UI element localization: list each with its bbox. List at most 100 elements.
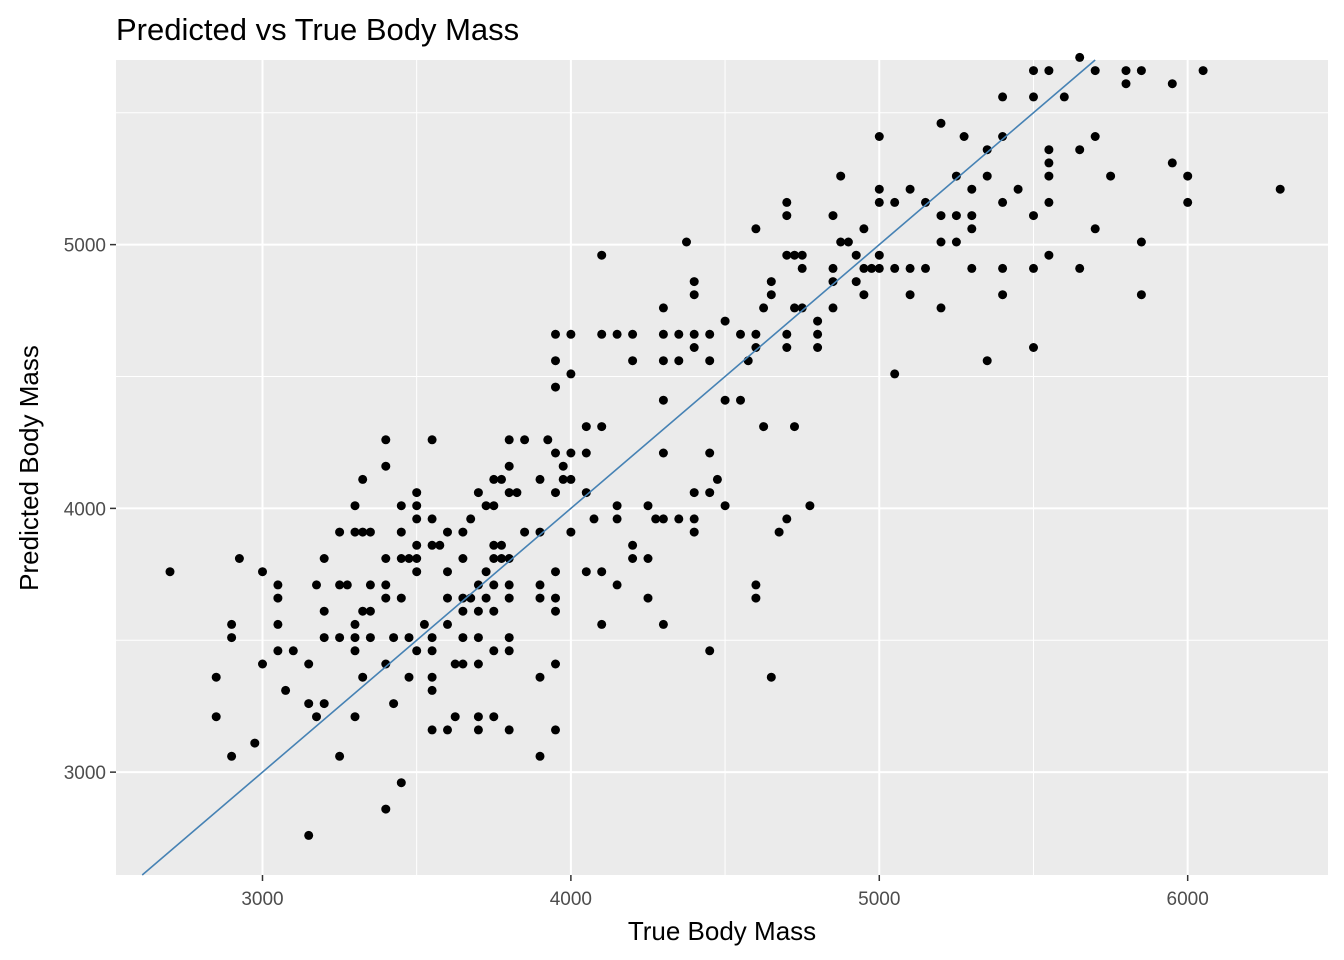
data-point xyxy=(674,514,684,524)
data-point xyxy=(350,712,360,722)
data-point xyxy=(504,646,514,656)
y-tick-label: 3000 xyxy=(64,763,106,784)
data-point xyxy=(404,672,414,682)
data-point xyxy=(836,171,846,181)
data-point xyxy=(874,132,884,141)
data-point xyxy=(597,250,607,260)
data-point xyxy=(211,672,221,682)
data-point xyxy=(258,659,267,669)
data-point xyxy=(319,633,329,643)
data-point xyxy=(982,145,992,155)
data-point xyxy=(982,171,992,181)
data-point xyxy=(273,593,283,603)
data-point xyxy=(551,488,560,498)
data-point xyxy=(790,422,799,432)
data-point xyxy=(412,488,422,498)
data-point xyxy=(535,672,545,682)
data-point xyxy=(921,197,930,207)
data-point xyxy=(689,290,699,300)
data-point xyxy=(473,712,483,722)
plot-panel xyxy=(116,60,1328,875)
data-point xyxy=(998,263,1008,273)
data-point xyxy=(504,593,514,603)
data-point xyxy=(612,329,622,339)
data-point xyxy=(558,461,568,471)
data-point xyxy=(689,343,699,352)
data-point xyxy=(427,540,437,550)
data-point xyxy=(258,567,267,577)
chart-title: Predicted vs True Body Mass xyxy=(116,12,519,47)
data-point xyxy=(1183,171,1193,181)
data-point xyxy=(350,646,360,656)
data-point xyxy=(828,211,838,221)
data-point xyxy=(365,580,375,590)
data-point xyxy=(404,554,414,563)
data-point xyxy=(1275,184,1285,194)
data-point xyxy=(874,197,884,207)
data-point xyxy=(396,554,406,563)
data-point xyxy=(1044,171,1054,181)
data-point xyxy=(481,567,491,577)
data-point xyxy=(612,501,622,511)
data-point xyxy=(335,633,345,643)
data-point xyxy=(1013,184,1023,194)
data-point xyxy=(720,316,730,326)
data-point xyxy=(689,527,699,537)
data-point xyxy=(250,738,260,748)
data-point xyxy=(551,659,560,669)
data-point xyxy=(350,619,360,629)
data-point xyxy=(458,606,468,616)
data-point xyxy=(766,672,776,682)
data-point xyxy=(473,606,483,616)
data-point xyxy=(389,633,399,643)
data-point xyxy=(481,501,491,511)
data-point xyxy=(450,659,460,669)
data-point xyxy=(1029,263,1038,273)
data-point xyxy=(682,237,691,247)
data-point xyxy=(381,659,391,669)
data-point xyxy=(759,422,769,432)
data-point xyxy=(1075,263,1085,273)
x-tick-label: 6000 xyxy=(1167,889,1209,910)
data-point xyxy=(466,514,476,524)
data-point xyxy=(843,237,853,247)
data-point xyxy=(1029,66,1038,76)
data-point xyxy=(921,263,930,273)
data-point xyxy=(551,329,560,339)
data-point xyxy=(998,197,1008,207)
data-point xyxy=(1121,66,1131,76)
data-point xyxy=(936,211,946,221)
y-tick-label: 4000 xyxy=(64,499,106,520)
data-point xyxy=(504,488,514,498)
data-point xyxy=(1090,66,1100,76)
data-point xyxy=(319,554,329,563)
data-point xyxy=(566,474,576,484)
data-point xyxy=(427,685,437,695)
data-point xyxy=(751,593,761,603)
data-point xyxy=(658,395,668,405)
data-point xyxy=(535,751,545,761)
data-point xyxy=(1167,79,1177,89)
data-point xyxy=(412,514,422,524)
data-point xyxy=(628,540,638,550)
data-point xyxy=(227,751,237,761)
data-point xyxy=(589,514,599,524)
data-point xyxy=(504,725,514,735)
data-point xyxy=(535,580,545,590)
data-point xyxy=(497,540,506,550)
data-point xyxy=(874,250,884,260)
data-point xyxy=(404,633,414,643)
data-point xyxy=(350,633,360,643)
data-point xyxy=(705,488,715,498)
data-point xyxy=(551,606,560,616)
x-tick-label: 4000 xyxy=(550,889,592,910)
grid-minor xyxy=(116,60,1328,875)
data-point xyxy=(504,633,514,643)
data-point xyxy=(489,712,499,722)
data-point xyxy=(365,606,375,616)
data-point xyxy=(581,488,591,498)
data-point xyxy=(551,356,560,366)
data-point xyxy=(412,540,422,550)
data-point xyxy=(689,277,699,287)
data-point xyxy=(1121,79,1131,89)
